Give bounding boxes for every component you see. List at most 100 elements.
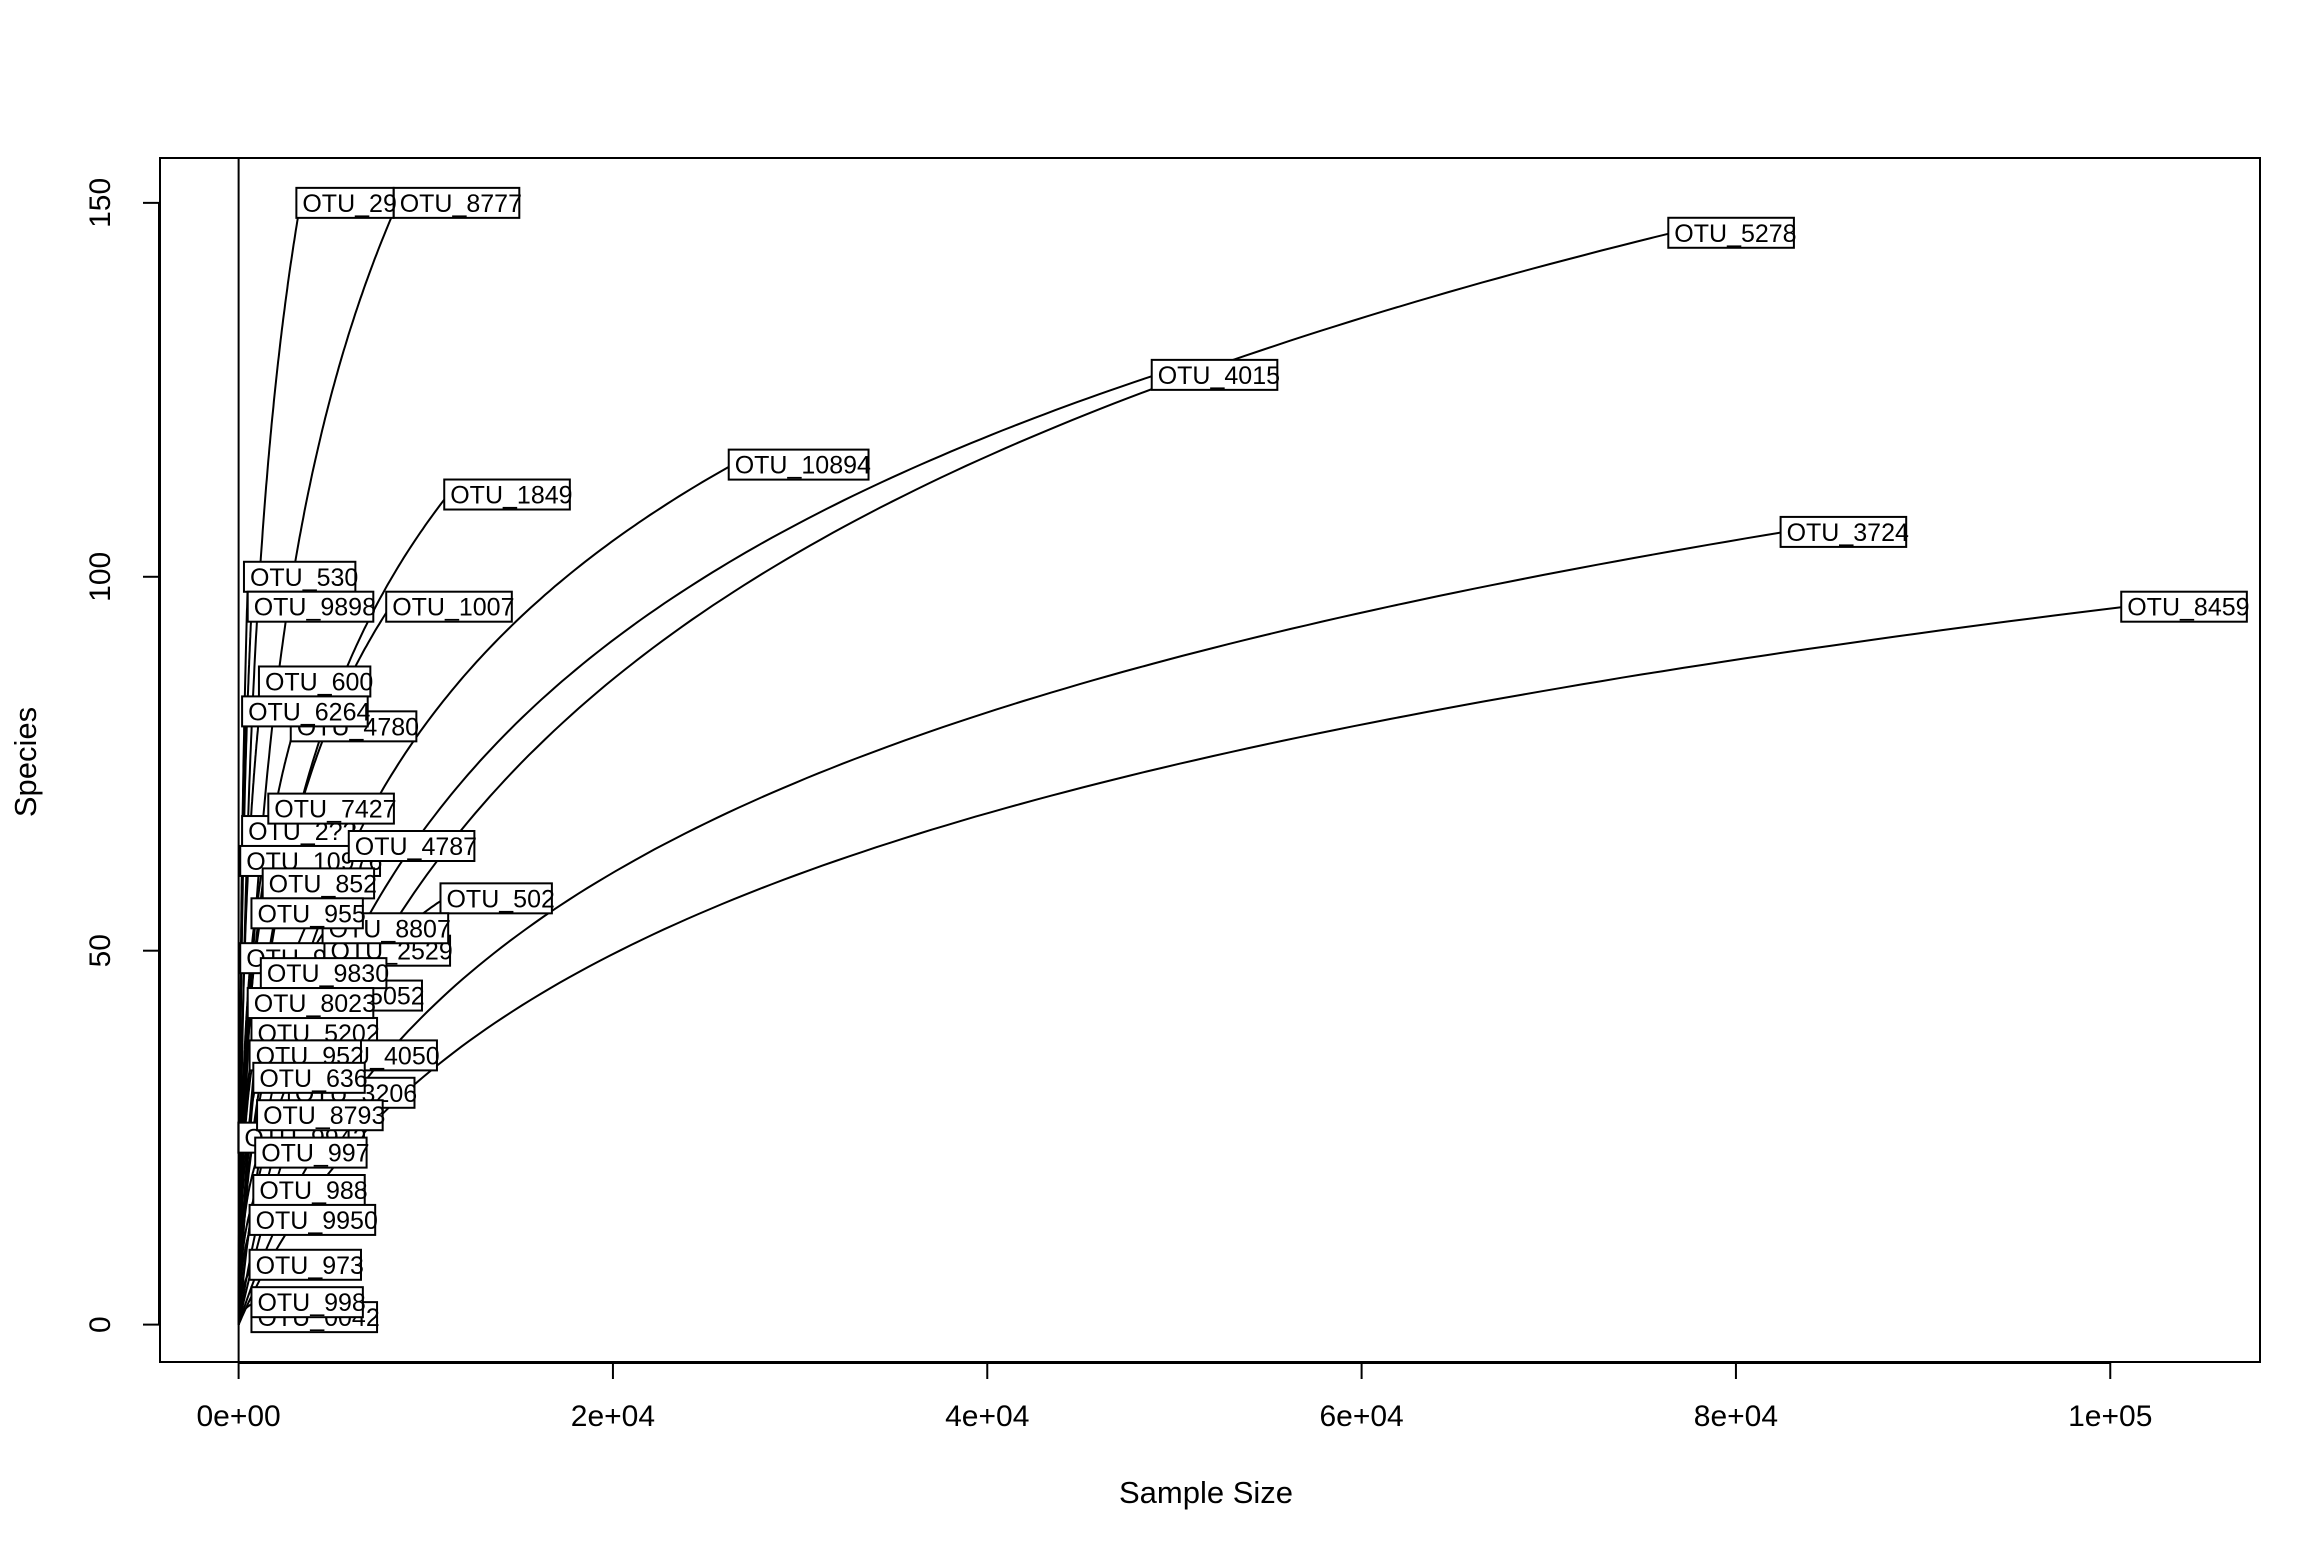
curve-label: OTU_636 bbox=[252, 1061, 368, 1094]
curve-label: OTU_29 bbox=[295, 186, 397, 219]
curve-label-box bbox=[347, 830, 476, 862]
curve-label-text: OTU_955 bbox=[257, 900, 365, 928]
x-axis-title: Sample Size bbox=[1119, 1475, 1293, 1510]
rarefaction-curve bbox=[237, 530, 1785, 1326]
curve-label-text: OTU_998 bbox=[257, 1289, 365, 1317]
curve-label-box bbox=[1150, 358, 1279, 391]
y-tick-label: 0 bbox=[84, 1316, 117, 1333]
curve-label-box bbox=[1779, 515, 1908, 548]
curve-label: OTU_8793 bbox=[256, 1099, 385, 1132]
x-tick-label: 2e+04 bbox=[571, 1400, 655, 1433]
curve-label-text: OTU_8777 bbox=[400, 190, 522, 218]
y-tick-label: 50 bbox=[84, 934, 117, 967]
curve-label-text: OTU_8023 bbox=[254, 990, 376, 1018]
rarefaction-curve bbox=[237, 605, 2126, 1326]
curve-label: OTU_9898 bbox=[246, 590, 376, 623]
y-axis-title: Species bbox=[8, 707, 43, 817]
curve-label: OTU_8023 bbox=[246, 987, 376, 1020]
curve-label: OTU_8777 bbox=[392, 186, 522, 219]
x-tick-label: 6e+04 bbox=[1319, 1400, 1403, 1433]
curve-label: OTU_852 bbox=[261, 867, 377, 900]
curve-label: OTU_7427 bbox=[267, 792, 397, 825]
curve-label-box bbox=[1667, 216, 1795, 249]
curve-label-box bbox=[246, 590, 375, 623]
curve-label-text: OTU_7427 bbox=[274, 796, 396, 824]
curve-label: OTU_988 bbox=[252, 1174, 368, 1206]
curve-label: OTU_998 bbox=[250, 1286, 366, 1319]
curve-label-box bbox=[252, 1061, 366, 1094]
curve-label-box bbox=[252, 1174, 366, 1206]
curve-label-text: OTU_600 bbox=[265, 668, 373, 696]
curve-label: OTU_530 bbox=[242, 560, 358, 593]
plot-frame bbox=[159, 157, 2261, 1363]
curve-label-text: OTU_9898 bbox=[254, 594, 376, 622]
curve-label: OTU_997 bbox=[254, 1136, 370, 1169]
x-tick-label: 0e+00 bbox=[196, 1400, 280, 1433]
curve-label: OTU_6264 bbox=[241, 695, 370, 728]
curve-label: OTU_955 bbox=[250, 897, 366, 930]
curve-label-box bbox=[241, 695, 369, 728]
x-tick-label: 8e+04 bbox=[1694, 1400, 1778, 1433]
curve-label-box bbox=[443, 478, 571, 511]
curve-label-text: OTU_988 bbox=[259, 1177, 367, 1205]
curve-label-box bbox=[250, 1286, 364, 1319]
curve-label-text: OTU_1849 bbox=[450, 482, 572, 510]
x-tick-label: 1e+05 bbox=[2068, 1400, 2152, 1433]
rarefaction-curve bbox=[237, 231, 1673, 1325]
curve-label-box bbox=[248, 1203, 377, 1236]
curve-label-text: OTU_9830 bbox=[267, 960, 389, 988]
curve-label-text: OTU_1007 bbox=[392, 594, 514, 622]
curve-label-text: OTU_8459 bbox=[2127, 594, 2249, 622]
curve-label-box bbox=[248, 1248, 362, 1281]
axes-layer: 0e+00 2e+04 4e+04 6e+04 8e+04 1e+05 0 50 100 150 bbox=[84, 157, 2261, 1433]
curve-label-text: OTU_852 bbox=[269, 870, 377, 898]
curve-label-text: OTU_9950 bbox=[256, 1207, 378, 1235]
curve-label: OTU_1007 bbox=[385, 590, 515, 623]
curve-label: OTU_600 bbox=[257, 665, 373, 698]
curve-label-text: OTU_5278 bbox=[1674, 220, 1796, 248]
curve-label-box bbox=[267, 792, 395, 825]
curve-label-box bbox=[392, 186, 521, 219]
curve-label-text: OTU_10894 bbox=[735, 452, 871, 480]
curve-label: OTU_3724 bbox=[1779, 515, 1909, 548]
curve-label-text: OTU_3724 bbox=[1787, 519, 1909, 547]
curve-label-box bbox=[257, 665, 372, 698]
curve-label-box bbox=[385, 590, 513, 623]
curve-label: OTU_5278 bbox=[1667, 216, 1797, 249]
x-tick-label: 4e+04 bbox=[945, 1400, 1029, 1433]
curve-label-text: OTU_636 bbox=[259, 1065, 367, 1093]
curve-label-text: OTU_6264 bbox=[248, 698, 370, 726]
curve-label-text: OTU_502 bbox=[446, 885, 554, 913]
curve-labels-layer: OTU_8459 OTU_5278 OTU_3724 OTU_4015 OTU_1089… bbox=[241, 186, 2250, 1319]
curve-label: OTU_4787 bbox=[347, 830, 477, 862]
y-tick-label: 100 bbox=[84, 552, 117, 602]
curve-label-text: OTU_29 bbox=[302, 190, 396, 218]
curve-label-box bbox=[727, 448, 870, 481]
curve-label: OTU_9830 bbox=[259, 957, 389, 990]
curve-label: OTU_9950 bbox=[248, 1203, 378, 1236]
curve-label: OTU_502 bbox=[439, 882, 555, 915]
curve-label-box bbox=[259, 957, 388, 990]
curve-label-box bbox=[256, 1099, 384, 1132]
curve-label-text: OTU_530 bbox=[250, 564, 358, 592]
curve-label-text: OTU_973 bbox=[256, 1252, 364, 1280]
curve-label-text: OTU_4787 bbox=[355, 833, 477, 861]
curve-label: OTU_8459 bbox=[2120, 590, 2250, 623]
curve-label-box bbox=[439, 882, 553, 915]
curve-label-text: OTU_8793 bbox=[263, 1102, 385, 1130]
curve-label-box bbox=[2120, 590, 2248, 623]
curve-label-box bbox=[250, 897, 364, 930]
curve-label-text: OTU_997 bbox=[261, 1140, 369, 1168]
curve-label-box bbox=[254, 1136, 368, 1169]
curve-label: OTU_10894 bbox=[727, 448, 871, 481]
curve-label-box bbox=[246, 987, 375, 1020]
curve-label-text: OTU_4015 bbox=[1158, 362, 1280, 390]
curve-label: OTU_4015 bbox=[1150, 358, 1280, 391]
curve-label: OTU_973 bbox=[248, 1248, 364, 1281]
y-tick-label: 150 bbox=[84, 178, 117, 228]
curve-label-box bbox=[295, 186, 395, 219]
curve-label-box bbox=[261, 867, 376, 900]
curve-label: OTU_1849 bbox=[443, 478, 573, 511]
